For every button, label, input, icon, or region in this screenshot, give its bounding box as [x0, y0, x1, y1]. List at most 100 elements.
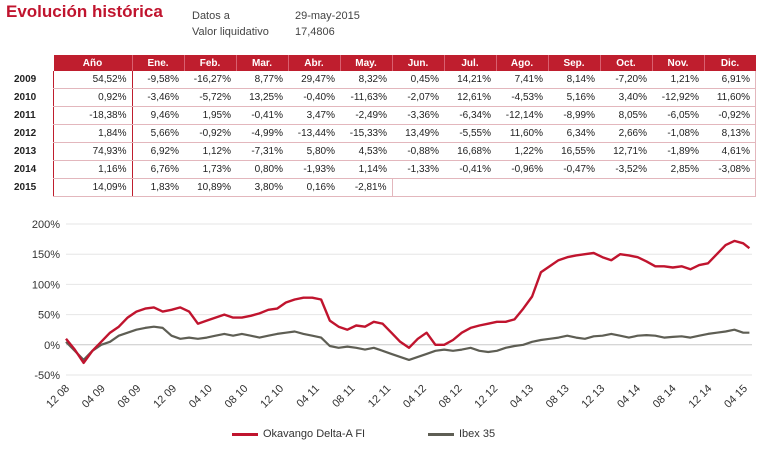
x-tick-label: 08 11 [330, 383, 357, 410]
table-row: 2012 1,84% 5,66% -0,92% -4,99% -13,44% -15,33%… [12, 124, 756, 143]
col-header: Ago. [496, 55, 549, 71]
y-tick-label: -50% [34, 370, 60, 382]
monthly-return-cell [548, 178, 600, 197]
monthly-return-cell: 1,22% [496, 142, 548, 161]
monthly-return-cell: -8,99% [548, 106, 600, 125]
legend-swatch-index [428, 432, 454, 436]
monthly-return-cell: -1,93% [288, 160, 340, 179]
monthly-return-cell: -3,36% [392, 106, 444, 125]
performance-chart: 200% 150% 100% 50% 0% -50%12 08 04 09 08 09 12 0… [32, 219, 752, 411]
year-cell: 2013 [14, 146, 37, 157]
annual-return-cell: 54,52% [53, 71, 133, 89]
monthly-return-cell: 8,14% [548, 71, 600, 89]
monthly-return-cell: -0,41% [444, 160, 496, 179]
monthly-return-cell: -6,05% [652, 106, 704, 125]
returns-body: 2009 54,52% -9,58% -16,27% 8,77% 29,47% 8,32% 0… [12, 71, 756, 197]
monthly-return-cell: -1,08% [652, 124, 704, 143]
monthly-return-cell: -4,99% [236, 124, 288, 143]
legend-item-fund: Okavango Delta-A FI [232, 428, 365, 440]
x-tick-label: 04 15 [722, 383, 750, 411]
returns-header-row: Año Ene. Feb. Mar. Abr. May. Jun. Jul. A… [12, 55, 756, 71]
monthly-return-cell: 16,55% [548, 142, 600, 161]
legend-label-fund: Okavango Delta-A FI [263, 428, 366, 440]
monthly-return-cell: 3,80% [236, 178, 288, 197]
table-row: 2010 0,92% -3,46% -5,72% 13,25% -0,40% -11,63%… [12, 88, 756, 107]
monthly-return-cell: 1,12% [184, 142, 236, 161]
monthly-return-cell: 12,61% [444, 88, 496, 107]
annual-return-cell: 1,16% [53, 160, 133, 179]
monthly-return-cell: -2,81% [340, 178, 393, 197]
monthly-return-cell [392, 178, 444, 197]
monthly-return-cell: -7,31% [236, 142, 288, 161]
col-header: Oct. [600, 55, 653, 71]
monthly-return-cell: 13,25% [236, 88, 288, 107]
meta-labels: Datos a Valor liquidativo [192, 8, 269, 40]
x-tick-label: 04 14 [615, 383, 643, 411]
annual-return-cell: 74,93% [53, 142, 133, 161]
y-tick-label: 0% [44, 340, 60, 352]
monthly-return-cell: -0,47% [548, 160, 600, 179]
monthly-return-cell: -11,63% [340, 88, 392, 107]
monthly-return-cell: 8,77% [236, 71, 288, 89]
col-header: Jun. [392, 55, 445, 71]
meta-values: 29-may-2015 17,4806 [295, 8, 360, 40]
x-tick-label: 12 09 [151, 383, 179, 411]
monthly-return-cell: 1,83% [131, 178, 184, 197]
nav-value: 17,4806 [295, 26, 335, 38]
corner-cell [12, 55, 54, 71]
legend-label-index: Ibex 35 [459, 428, 496, 440]
annual-return-cell: -18,38% [53, 106, 133, 125]
table-row: 2014 1,16% 6,76% 1,73% 0,80% -1,93% 1,14% -1,33… [12, 160, 756, 179]
x-tick-label: 04 09 [80, 383, 108, 411]
legend-item-index: Ibex 35 [428, 428, 495, 440]
monthly-return-cell: 16,68% [444, 142, 496, 161]
x-tick-label: 08 13 [544, 383, 572, 411]
table-row: 2009 54,52% -9,58% -16,27% 8,77% 29,47% 8,32% 0… [12, 71, 756, 89]
col-header: Feb. [184, 55, 237, 71]
legend-swatch-fund [232, 432, 258, 436]
monthly-return-cell: -12,92% [652, 88, 704, 107]
x-tick-label: 12 10 [258, 383, 286, 411]
monthly-return-cell: 6,34% [548, 124, 600, 143]
monthly-return-cell [600, 178, 652, 197]
annual-return-cell: 0,92% [53, 88, 133, 107]
monthly-return-cell: 6,76% [131, 160, 184, 179]
monthly-return-cell: -15,33% [340, 124, 392, 143]
monthly-return-cell: 0,45% [392, 71, 444, 89]
monthly-return-cell: 1,14% [340, 160, 392, 179]
table-row: 2015 14,09% 1,83% 10,89% 3,80% 0,16% -2,81% [12, 178, 756, 197]
monthly-return-cell: -0,88% [392, 142, 444, 161]
monthly-return-cell: 11,60% [704, 88, 756, 107]
monthly-return-cell: -2,07% [392, 88, 444, 107]
monthly-return-cell: 29,47% [288, 71, 340, 89]
col-header: Nov. [652, 55, 705, 71]
col-header: Jul. [444, 55, 497, 71]
monthly-return-cell: -0,92% [704, 106, 756, 125]
monthly-return-cell: -3,08% [704, 160, 756, 179]
x-tick-label: 04 11 [295, 383, 322, 410]
monthly-return-cell: 12,71% [600, 142, 652, 161]
monthly-return-cell: 14,21% [444, 71, 496, 89]
year-cell: 2009 [14, 74, 37, 86]
col-header: Año [53, 55, 133, 71]
monthly-return-cell: 1,95% [184, 106, 236, 125]
x-tick-label: 08 12 [437, 383, 465, 411]
x-tick-label: 04 13 [508, 383, 536, 411]
monthly-return-cell: -3,46% [131, 88, 184, 107]
monthly-return-cell [652, 178, 704, 197]
monthly-return-cell: 6,92% [131, 142, 184, 161]
x-tick-label: 08 10 [223, 383, 251, 411]
monthly-return-cell: -5,55% [444, 124, 496, 143]
monthly-return-cell: -7,20% [600, 71, 652, 89]
year-cell: 2012 [14, 128, 37, 139]
monthly-return-cell: 8,13% [704, 124, 756, 143]
x-tick-label: 04 10 [187, 383, 215, 411]
series-line-fund [65, 239, 751, 365]
monthly-return-cell: -13,44% [288, 124, 340, 143]
monthly-return-cell: -1,33% [392, 160, 444, 179]
monthly-return-cell [444, 178, 496, 197]
monthly-return-cell: 3,40% [600, 88, 652, 107]
x-tick-label: 12 11 [366, 383, 393, 410]
monthly-return-cell: 4,53% [340, 142, 392, 161]
year-cell: 2010 [14, 92, 37, 103]
